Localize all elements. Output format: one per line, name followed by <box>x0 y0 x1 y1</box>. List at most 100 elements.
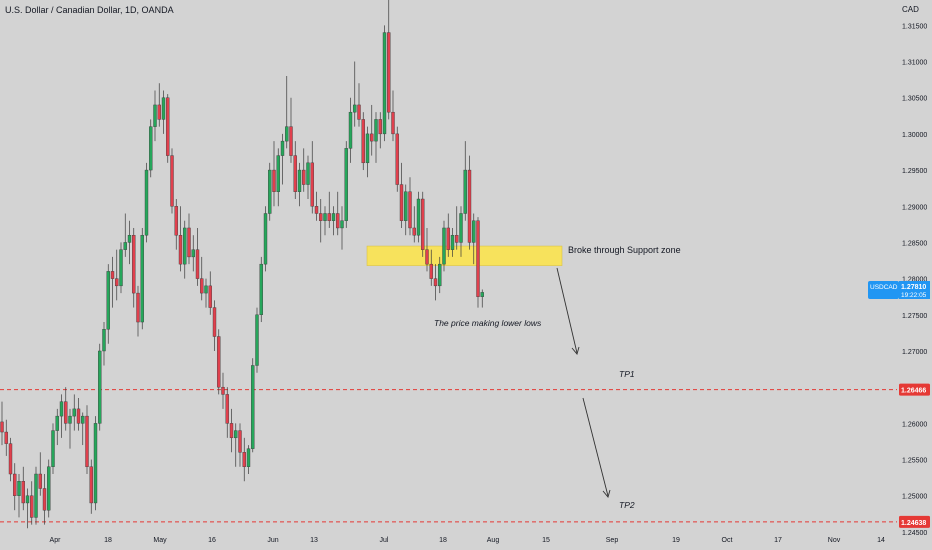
candle-body <box>55 415 59 431</box>
y-tick-label: 1.29000 <box>902 204 927 211</box>
candle-body <box>229 423 234 439</box>
y-tick-label: 1.30000 <box>902 132 927 139</box>
candle-body <box>416 198 421 236</box>
candle-body <box>106 271 110 330</box>
candle-body <box>331 213 336 221</box>
candle-body <box>438 263 442 287</box>
candle-body <box>64 401 68 424</box>
tp2-label: TP2 <box>619 500 635 510</box>
candle-body <box>21 481 25 504</box>
candle-body <box>30 495 34 518</box>
candle-body <box>319 213 323 221</box>
candle-body <box>136 292 140 323</box>
x-tick-label: Jul <box>380 537 389 544</box>
level-tag-label: 1.26466 <box>901 388 926 395</box>
candle-body <box>25 495 30 504</box>
current-price-tag[interactable]: USDCAD 1.27810 19:22:05 <box>868 281 930 299</box>
y-tick-label: 1.27500 <box>902 313 927 320</box>
candle-body <box>89 466 93 504</box>
candle-body <box>463 169 467 214</box>
y-tick-label: 1.28000 <box>902 277 927 284</box>
candle-body <box>425 249 429 265</box>
x-tick-label: Sep <box>606 537 619 544</box>
candle-body <box>68 415 72 424</box>
x-tick-label: 18 <box>439 537 447 544</box>
support-zone[interactable] <box>366 245 563 266</box>
candle-body <box>187 227 191 258</box>
x-tick-label: May <box>153 537 167 544</box>
candle-body <box>208 285 212 308</box>
currency-label: CAD <box>902 5 919 14</box>
candle-body <box>412 227 416 236</box>
candle-body <box>76 408 81 424</box>
candle-body <box>251 365 255 449</box>
candle-body <box>149 126 153 171</box>
candle-body <box>0 421 4 433</box>
target-levels[interactable]: 1.26466 1.24638 <box>0 383 930 528</box>
candle-body <box>365 133 370 164</box>
x-tick-label: 19 <box>672 537 680 544</box>
candle-body <box>374 119 378 142</box>
candle-body <box>38 473 42 489</box>
candle-body <box>51 430 55 467</box>
candle-body <box>280 140 285 156</box>
candle-body <box>217 336 221 388</box>
candle-body <box>336 213 340 229</box>
candle-body <box>225 394 229 424</box>
candle-body <box>285 126 289 142</box>
candle-body <box>34 473 38 518</box>
candle-body <box>344 148 348 221</box>
candle-body <box>81 415 85 424</box>
candle-body <box>238 430 242 453</box>
candle-body <box>115 278 119 287</box>
candle-body <box>327 213 331 221</box>
candle-body <box>144 169 149 236</box>
candle-body <box>204 285 208 294</box>
candle-body <box>246 448 251 467</box>
candle-body <box>72 408 76 417</box>
x-tick-label: 15 <box>542 537 550 544</box>
y-tick-label: 1.31500 <box>902 23 927 30</box>
y-tick-label: 1.26000 <box>902 421 927 428</box>
candle-body <box>391 111 395 135</box>
candle-body <box>421 198 425 250</box>
candle-body <box>370 133 374 142</box>
y-tick-label: 1.31000 <box>902 60 927 67</box>
arrow-1[interactable] <box>556 267 580 355</box>
candle-body <box>259 263 263 316</box>
candle-body <box>378 119 382 135</box>
candle-body <box>408 191 412 229</box>
candle-body <box>119 249 123 287</box>
candle-body <box>399 184 404 221</box>
candle-body <box>348 111 353 149</box>
candle-body <box>255 314 259 366</box>
x-tick-label: 18 <box>104 537 112 544</box>
candle-body <box>442 227 446 265</box>
price-tag-countdown: 19:22:05 <box>901 292 927 299</box>
candle-body <box>110 271 115 279</box>
candle-body <box>42 488 47 511</box>
candle-body <box>166 97 170 156</box>
level-tag-tp1 <box>899 383 930 396</box>
arrow-2[interactable] <box>582 397 611 498</box>
candle-body <box>132 234 136 294</box>
candle-body <box>13 473 17 496</box>
candle-body <box>455 234 459 243</box>
candle-body <box>297 169 302 192</box>
y-tick-label: 1.28500 <box>902 240 927 247</box>
candle-body <box>340 220 344 229</box>
candle-body <box>395 133 399 185</box>
candle-body <box>429 263 433 279</box>
price-tag-price: 1.27810 <box>901 284 926 291</box>
candle-body <box>310 162 314 207</box>
candle-body <box>191 249 195 258</box>
candle-body <box>17 481 21 496</box>
candle-body <box>212 307 217 337</box>
x-tick-label: 14 <box>877 537 885 544</box>
y-axis-ticks: 1.245001.250001.255001.260001.265001.270… <box>902 23 927 537</box>
x-tick-label: Oct <box>722 537 733 544</box>
candle-body <box>314 206 319 214</box>
